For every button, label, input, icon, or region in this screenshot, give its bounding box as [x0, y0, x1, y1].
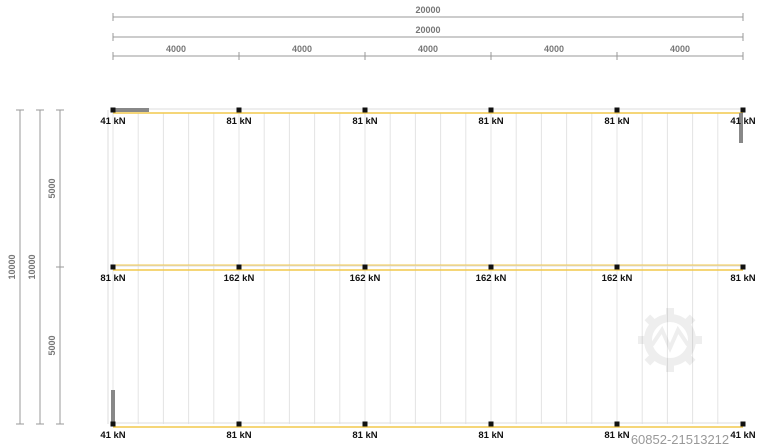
load-label: 162 kN [476, 273, 507, 284]
watermark-text: 60852-21513212 [631, 432, 729, 446]
gear-tooth [684, 314, 696, 326]
column-node [110, 421, 116, 427]
dimension-label-span: 4000 [544, 44, 564, 54]
column-node [488, 264, 494, 270]
load-label: 162 kN [350, 273, 381, 284]
dimension-label-span: 5000 [47, 178, 57, 198]
gear-tooth [644, 314, 656, 326]
column-node [362, 421, 368, 427]
column-node [614, 264, 620, 270]
watermark-logo-icon [638, 308, 702, 372]
pulse-line [650, 325, 690, 353]
load-label: 41 kN [730, 116, 755, 127]
column-node [362, 264, 368, 270]
column-node [740, 107, 746, 113]
dimension-label-total: 10000 [7, 254, 17, 279]
column-node [740, 264, 746, 270]
dimension-label-total: 20000 [415, 5, 440, 15]
gear-tooth [694, 336, 702, 344]
gear-tooth [666, 364, 674, 372]
column-node [614, 421, 620, 427]
dimension-label-span: 4000 [292, 44, 312, 54]
dimension-label-span: 4000 [418, 44, 438, 54]
load-label: 81 kN [478, 116, 503, 127]
load-label: 41 kN [100, 116, 125, 127]
gear-ring [644, 314, 696, 366]
column-node [362, 107, 368, 113]
gear-tooth [644, 354, 656, 366]
column-node [110, 264, 116, 270]
dimension-label-total: 20000 [415, 25, 440, 35]
bracing-bar [739, 113, 743, 143]
bracing-bar [113, 108, 149, 112]
column-node [488, 421, 494, 427]
column-node [740, 421, 746, 427]
load-label: 81 kN [604, 430, 629, 441]
gear-tooth [666, 308, 674, 316]
dimension-label-total: 10000 [27, 254, 37, 279]
load-label: 81 kN [226, 430, 251, 441]
dimension-label-span: 4000 [670, 44, 690, 54]
dimension-label-span: 5000 [47, 335, 57, 355]
gear-tooth [638, 336, 646, 344]
load-label: 81 kN [100, 273, 125, 284]
load-label: 41 kN [730, 430, 755, 441]
column-node [236, 421, 242, 427]
load-label: 81 kN [730, 273, 755, 284]
load-label: 81 kN [352, 430, 377, 441]
column-node [614, 107, 620, 113]
load-label: 41 kN [100, 430, 125, 441]
column-node [488, 107, 494, 113]
bracing-bar [111, 390, 115, 424]
load-label: 162 kN [602, 273, 633, 284]
dimension-label-span: 4000 [166, 44, 186, 54]
column-node [110, 107, 116, 113]
load-label: 81 kN [352, 116, 377, 127]
load-label: 162 kN [224, 273, 255, 284]
load-label: 81 kN [478, 430, 503, 441]
load-label: 81 kN [226, 116, 251, 127]
gear-tooth [684, 354, 696, 366]
column-node [236, 107, 242, 113]
load-label: 81 kN [604, 116, 629, 127]
column-node [236, 264, 242, 270]
